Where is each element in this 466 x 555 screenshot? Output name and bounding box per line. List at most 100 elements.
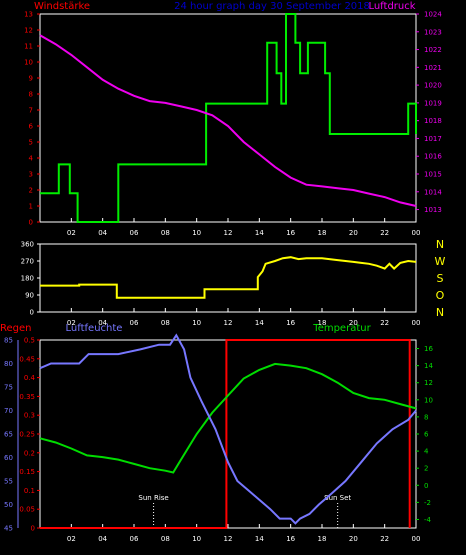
- humidity-tick-label: 80: [4, 360, 13, 368]
- panel3-ticks: 00.050.10.150.20.250.30.350.40.450.54550…: [4, 337, 433, 544]
- humidity-axis-title: Luftfeuchte: [66, 323, 123, 334]
- temperature-tick-label: 10: [424, 396, 433, 404]
- wind-tick-label: 12: [24, 27, 33, 35]
- rain-tick-label: 0.5: [24, 337, 35, 345]
- panel2-frame: [39, 243, 417, 313]
- x-tick-label: 08: [161, 319, 170, 327]
- rain-tick-label: 0.35: [19, 393, 35, 401]
- x-tick-label: 04: [98, 535, 107, 543]
- pressure-tick-label: 1020: [424, 82, 442, 90]
- humidity-tick-label: 50: [4, 501, 13, 509]
- rain-tick-label: 0.05: [19, 506, 35, 514]
- x-tick-label: 16: [286, 229, 295, 237]
- pressure-tick-label: 1023: [424, 28, 442, 36]
- x-tick-label: 08: [161, 229, 170, 237]
- temperature-tick-label: 4: [424, 448, 429, 456]
- pressure-tick-label: 1014: [424, 188, 442, 196]
- rain-tick-label: 0.2: [24, 449, 35, 457]
- temperature-tick-label: 2: [424, 465, 428, 473]
- x-tick-label: 20: [349, 535, 358, 543]
- x-tick-label: 14: [255, 319, 264, 327]
- x-tick-label: 12: [224, 535, 233, 543]
- humidity-tick-label: 45: [4, 525, 13, 533]
- temperature-tick-label: 8: [424, 413, 428, 421]
- temperature-series-line: [39, 362, 417, 474]
- compass-label: N: [436, 238, 444, 251]
- wind-tick-label: 7: [29, 107, 33, 115]
- x-tick-label: 18: [318, 535, 327, 543]
- rain-tick-label: 0.3: [24, 412, 35, 420]
- temperature-tick-label: 6: [424, 431, 429, 439]
- compass-label: N: [436, 306, 444, 319]
- sun-marker-label: Sun Set: [324, 494, 351, 502]
- temperature-tick-label: 16: [424, 345, 433, 353]
- humidity-tick-label: 85: [4, 337, 13, 345]
- wind-tick-label: 8: [29, 91, 33, 99]
- x-tick-label: 14: [255, 229, 264, 237]
- x-tick-label: 06: [130, 229, 139, 237]
- compass-label: O: [436, 289, 445, 302]
- humidity-series-line: [39, 333, 417, 525]
- rain-tick-label: 0: [31, 525, 35, 533]
- x-tick-label: 20: [349, 319, 358, 327]
- temperature-axis-title: Temperatur: [312, 323, 371, 334]
- pressure-series-line: [39, 34, 417, 207]
- direction-tick-label: 0: [30, 309, 34, 317]
- direction-tick-label: 180: [21, 275, 34, 283]
- wind-tick-label: 4: [29, 155, 34, 163]
- rain-tick-label: 0.45: [19, 355, 35, 363]
- x-tick-label: 04: [98, 229, 107, 237]
- x-tick-label: 14: [255, 535, 264, 543]
- pressure-tick-label: 1022: [424, 46, 442, 54]
- wind-tick-label: 6: [29, 123, 34, 131]
- x-tick-label: 12: [224, 229, 233, 237]
- direction-series-line: [40, 256, 417, 299]
- wind-tick-label: 9: [29, 75, 33, 83]
- humidity-tick-label: 70: [4, 407, 13, 415]
- pressure-tick-label: 1013: [424, 206, 442, 214]
- pressure-tick-label: 1019: [424, 99, 442, 107]
- rain-tick-label: 0.1: [24, 487, 35, 495]
- sun-marker-label: Sun Rise: [138, 494, 168, 502]
- panel1-ticks: 0123456789101112131013101410151016101710…: [24, 11, 442, 238]
- x-tick-label: 18: [318, 229, 327, 237]
- pressure-tick-label: 1015: [424, 171, 442, 179]
- panel3-frame: [39, 339, 417, 529]
- wind-tick-label: 13: [24, 11, 33, 19]
- direction-tick-label: 360: [21, 241, 34, 249]
- wind-tick-label: 2: [29, 187, 33, 195]
- x-tick-label: 00: [412, 535, 421, 543]
- rain-tick-label: 0.15: [19, 468, 35, 476]
- wind-tick-label: 11: [24, 43, 33, 51]
- x-tick-label: 22: [380, 535, 389, 543]
- temperature-tick-label: -2: [424, 499, 431, 507]
- temperature-tick-label: 14: [424, 362, 433, 370]
- x-tick-label: 10: [192, 535, 201, 543]
- x-tick-label: 04: [98, 319, 107, 327]
- x-tick-label: 22: [380, 229, 389, 237]
- x-tick-label: 10: [192, 229, 201, 237]
- x-tick-label: 06: [130, 535, 139, 543]
- temperature-tick-label: 0: [424, 482, 428, 490]
- x-tick-label: 00: [412, 319, 421, 327]
- rain-tick-label: 0.25: [19, 431, 35, 439]
- x-tick-label: 06: [130, 319, 139, 327]
- x-tick-label: 20: [349, 229, 358, 237]
- x-tick-label: 16: [286, 319, 295, 327]
- chart-title: 24 hour graph day 30 September 2018: [174, 1, 370, 12]
- pressure-tick-label: 1017: [424, 135, 442, 143]
- direction-tick-label: 270: [21, 258, 34, 266]
- direction-tick-label: 90: [25, 292, 34, 300]
- wind-tick-label: 5: [29, 139, 33, 147]
- x-tick-label: 02: [67, 229, 76, 237]
- humidity-tick-label: 75: [4, 384, 13, 392]
- x-tick-label: 08: [161, 535, 170, 543]
- wind-tick-label: 3: [29, 171, 33, 179]
- humidity-tick-label: 55: [4, 478, 13, 486]
- humidity-tick-label: 60: [4, 454, 13, 462]
- temperature-tick-label: 12: [424, 379, 433, 387]
- humidity-tick-label: 65: [4, 431, 13, 439]
- compass-label: S: [437, 272, 444, 285]
